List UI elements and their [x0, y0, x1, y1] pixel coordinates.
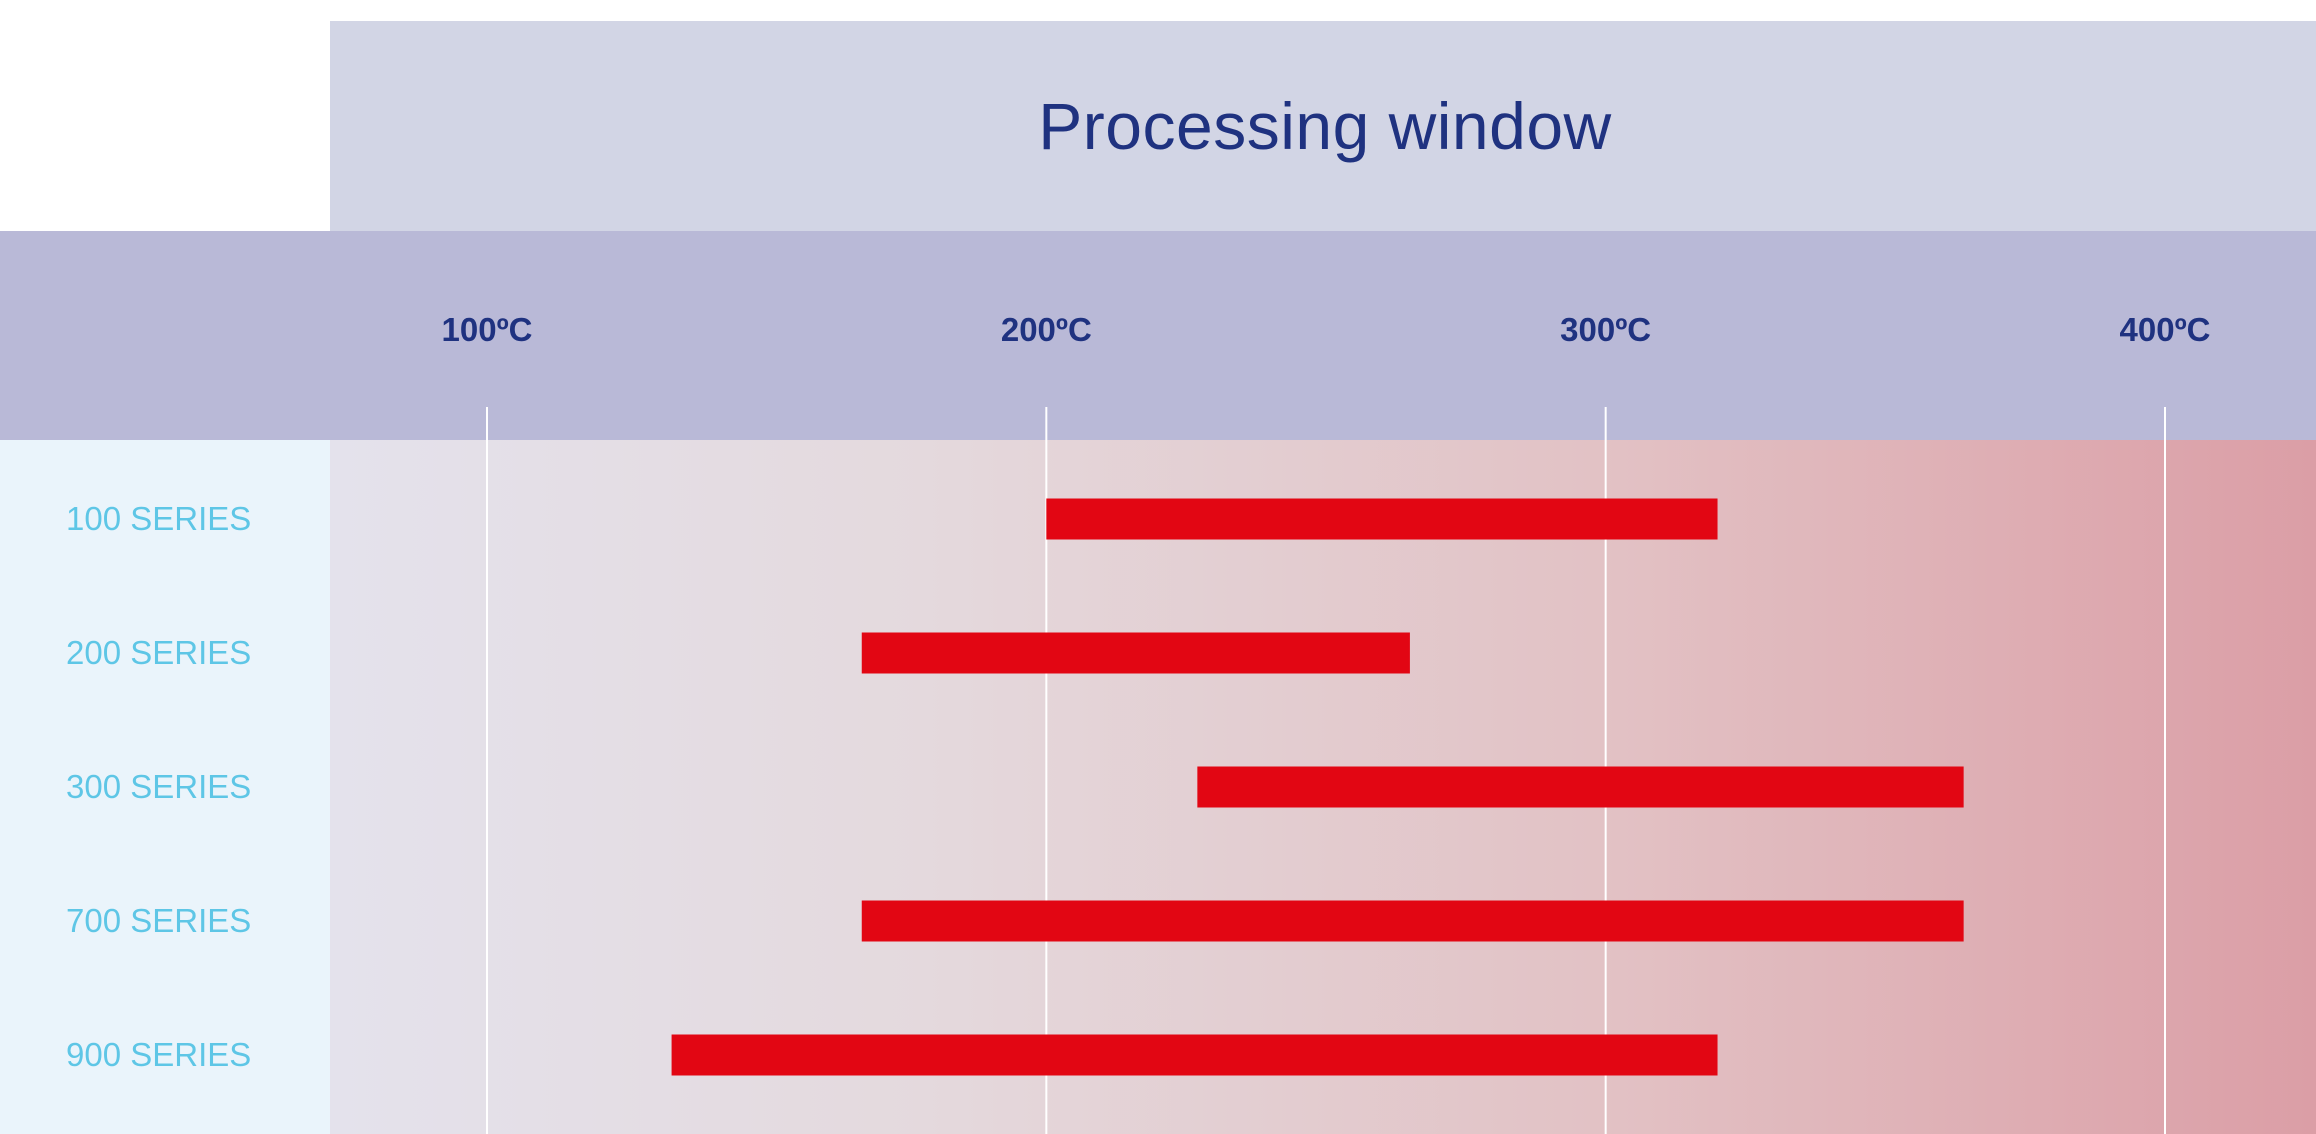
x-tick-label-400: 400ºC [2119, 311, 2211, 348]
chart-title: Processing window [1038, 89, 1612, 163]
x-tick-label-300: 300ºC [1560, 311, 1652, 348]
category-label-900-series: 900 SERIES [66, 1036, 252, 1073]
category-label-700-series: 700 SERIES [66, 902, 252, 939]
category-label-300-series: 300 SERIES [66, 768, 252, 805]
plot-area [330, 440, 2316, 1134]
category-label-100-series: 100 SERIES [66, 500, 252, 537]
title-band: Processing window [330, 21, 2316, 231]
x-tick-label-100: 100ºC [441, 311, 533, 348]
x-tick-label-200: 200ºC [1000, 311, 1092, 348]
category-label-200-series: 200 SERIES [66, 634, 252, 671]
axis-header-band: 100ºC 200ºC 300ºC 400ºC [0, 231, 2316, 440]
category-label-column: 100 SERIES 200 SERIES 300 SERIES 700 SER… [0, 440, 330, 1134]
